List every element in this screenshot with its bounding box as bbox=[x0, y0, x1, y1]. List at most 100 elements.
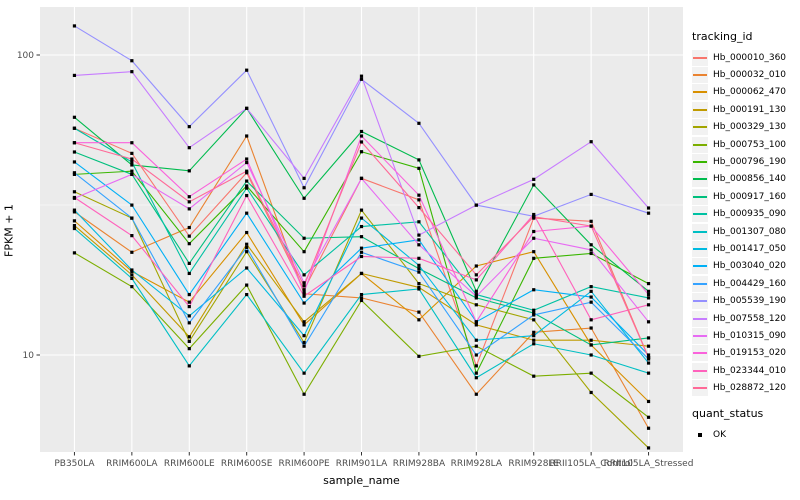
series-color-line-icon bbox=[693, 161, 707, 164]
legend-item: Hb_000796_190 bbox=[692, 153, 798, 171]
data-point bbox=[72, 171, 77, 175]
data-point bbox=[72, 150, 77, 154]
data-point bbox=[72, 73, 77, 78]
series-color-line-icon bbox=[693, 300, 707, 303]
legend-item-label: Hb_023344_010 bbox=[713, 365, 787, 376]
data-point bbox=[245, 250, 249, 254]
data-point bbox=[532, 313, 536, 317]
data-point bbox=[589, 224, 593, 228]
data-point bbox=[359, 250, 364, 254]
legend-item-label: Hb_001307_080 bbox=[713, 226, 787, 237]
data-point bbox=[646, 296, 651, 300]
data-point bbox=[359, 246, 364, 250]
data-point bbox=[589, 371, 593, 375]
data-point bbox=[245, 68, 249, 72]
series-color-line-icon bbox=[693, 334, 707, 337]
legend-key-swatch bbox=[692, 293, 708, 310]
legend-item: Hb_000032_010 bbox=[692, 66, 798, 84]
data-point bbox=[359, 208, 364, 212]
x-tick-label: RRIM600LA bbox=[106, 459, 158, 469]
data-point bbox=[187, 347, 191, 351]
legend-item-label: Hb_000062_470 bbox=[713, 87, 787, 98]
data-point bbox=[589, 338, 593, 342]
legend-item: Hb_000753_100 bbox=[692, 136, 798, 153]
series-color-line-icon bbox=[693, 213, 707, 216]
legend-item: Hb_000917_160 bbox=[692, 188, 798, 205]
x-axis-title: sample_name bbox=[323, 474, 400, 487]
data-point bbox=[589, 285, 593, 289]
legend-key-swatch bbox=[692, 206, 708, 223]
data-point bbox=[417, 220, 421, 224]
data-point bbox=[130, 169, 134, 173]
data-point bbox=[646, 415, 651, 419]
data-point bbox=[72, 251, 77, 255]
y-axis-title: FPKM + 1 bbox=[2, 204, 16, 257]
data-point bbox=[646, 336, 651, 340]
data-point bbox=[417, 198, 421, 202]
data-point bbox=[302, 273, 306, 277]
data-point bbox=[302, 334, 306, 338]
legend-item: Hb_007558_120 bbox=[692, 310, 798, 327]
legend-item-label: Hb_000010_360 bbox=[713, 52, 787, 63]
data-point bbox=[72, 208, 77, 212]
data-point bbox=[474, 296, 478, 300]
legend-item: Hb_001417_050 bbox=[692, 240, 798, 257]
data-point bbox=[532, 330, 536, 334]
x-tick-label: RRIM600LE bbox=[164, 459, 215, 469]
data-point bbox=[72, 226, 77, 231]
series-color-line-icon bbox=[693, 178, 707, 181]
data-point bbox=[187, 234, 191, 238]
legend-items: Hb_000010_360 Hb_000032_010 Hb_000062_470 H… bbox=[692, 49, 798, 397]
data-point bbox=[589, 289, 593, 293]
x-tick-label: RRIM600SE bbox=[221, 459, 273, 469]
series-color-line-icon bbox=[693, 317, 707, 320]
legend-key-swatch bbox=[692, 275, 708, 292]
legend-item-label: Hb_000917_160 bbox=[713, 191, 787, 202]
data-point bbox=[474, 323, 478, 327]
legend-key-swatch bbox=[692, 240, 708, 257]
data-point bbox=[417, 233, 421, 237]
data-point bbox=[245, 211, 249, 215]
data-point bbox=[417, 281, 421, 286]
data-point bbox=[417, 166, 421, 170]
legend-item: Hb_028872_120 bbox=[692, 379, 798, 397]
legend-item-label: Hb_003040_020 bbox=[713, 261, 787, 272]
data-point bbox=[130, 273, 134, 277]
legend-item-label: Hb_000191_130 bbox=[713, 104, 787, 115]
legend-item-label: Hb_005539_190 bbox=[713, 296, 787, 307]
data-point bbox=[359, 254, 364, 259]
data-point bbox=[302, 320, 306, 324]
data-point bbox=[417, 354, 421, 358]
data-point bbox=[302, 340, 306, 345]
quant-status-item: OK bbox=[692, 426, 798, 443]
series-color-line-icon bbox=[693, 282, 707, 285]
data-point bbox=[589, 326, 593, 330]
data-point bbox=[474, 320, 478, 324]
data-point bbox=[302, 392, 306, 396]
data-point bbox=[474, 376, 478, 380]
data-point bbox=[130, 141, 134, 145]
data-point bbox=[72, 115, 77, 119]
data-point bbox=[130, 250, 134, 254]
x-tick-label: RRIM901LA bbox=[336, 459, 388, 469]
data-point bbox=[532, 374, 536, 378]
legend-key-swatch bbox=[692, 49, 708, 66]
data-point bbox=[302, 323, 306, 327]
data-point bbox=[532, 212, 536, 217]
x-tick-label: RRIM928LE bbox=[508, 459, 559, 469]
data-point bbox=[474, 294, 478, 298]
legend-item-label: Hb_000935_090 bbox=[713, 209, 787, 220]
data-point bbox=[474, 278, 478, 282]
legend-item: Hb_001307_080 bbox=[692, 223, 798, 240]
data-point bbox=[187, 146, 191, 150]
series-color-line-icon bbox=[693, 74, 707, 77]
data-point bbox=[532, 318, 536, 322]
data-point bbox=[359, 235, 364, 239]
data-point bbox=[130, 268, 134, 272]
data-point bbox=[474, 203, 478, 207]
data-point bbox=[187, 200, 191, 204]
data-point bbox=[187, 207, 191, 211]
legend-title-tracking-id: tracking_id bbox=[692, 30, 753, 43]
data-point bbox=[302, 196, 306, 200]
